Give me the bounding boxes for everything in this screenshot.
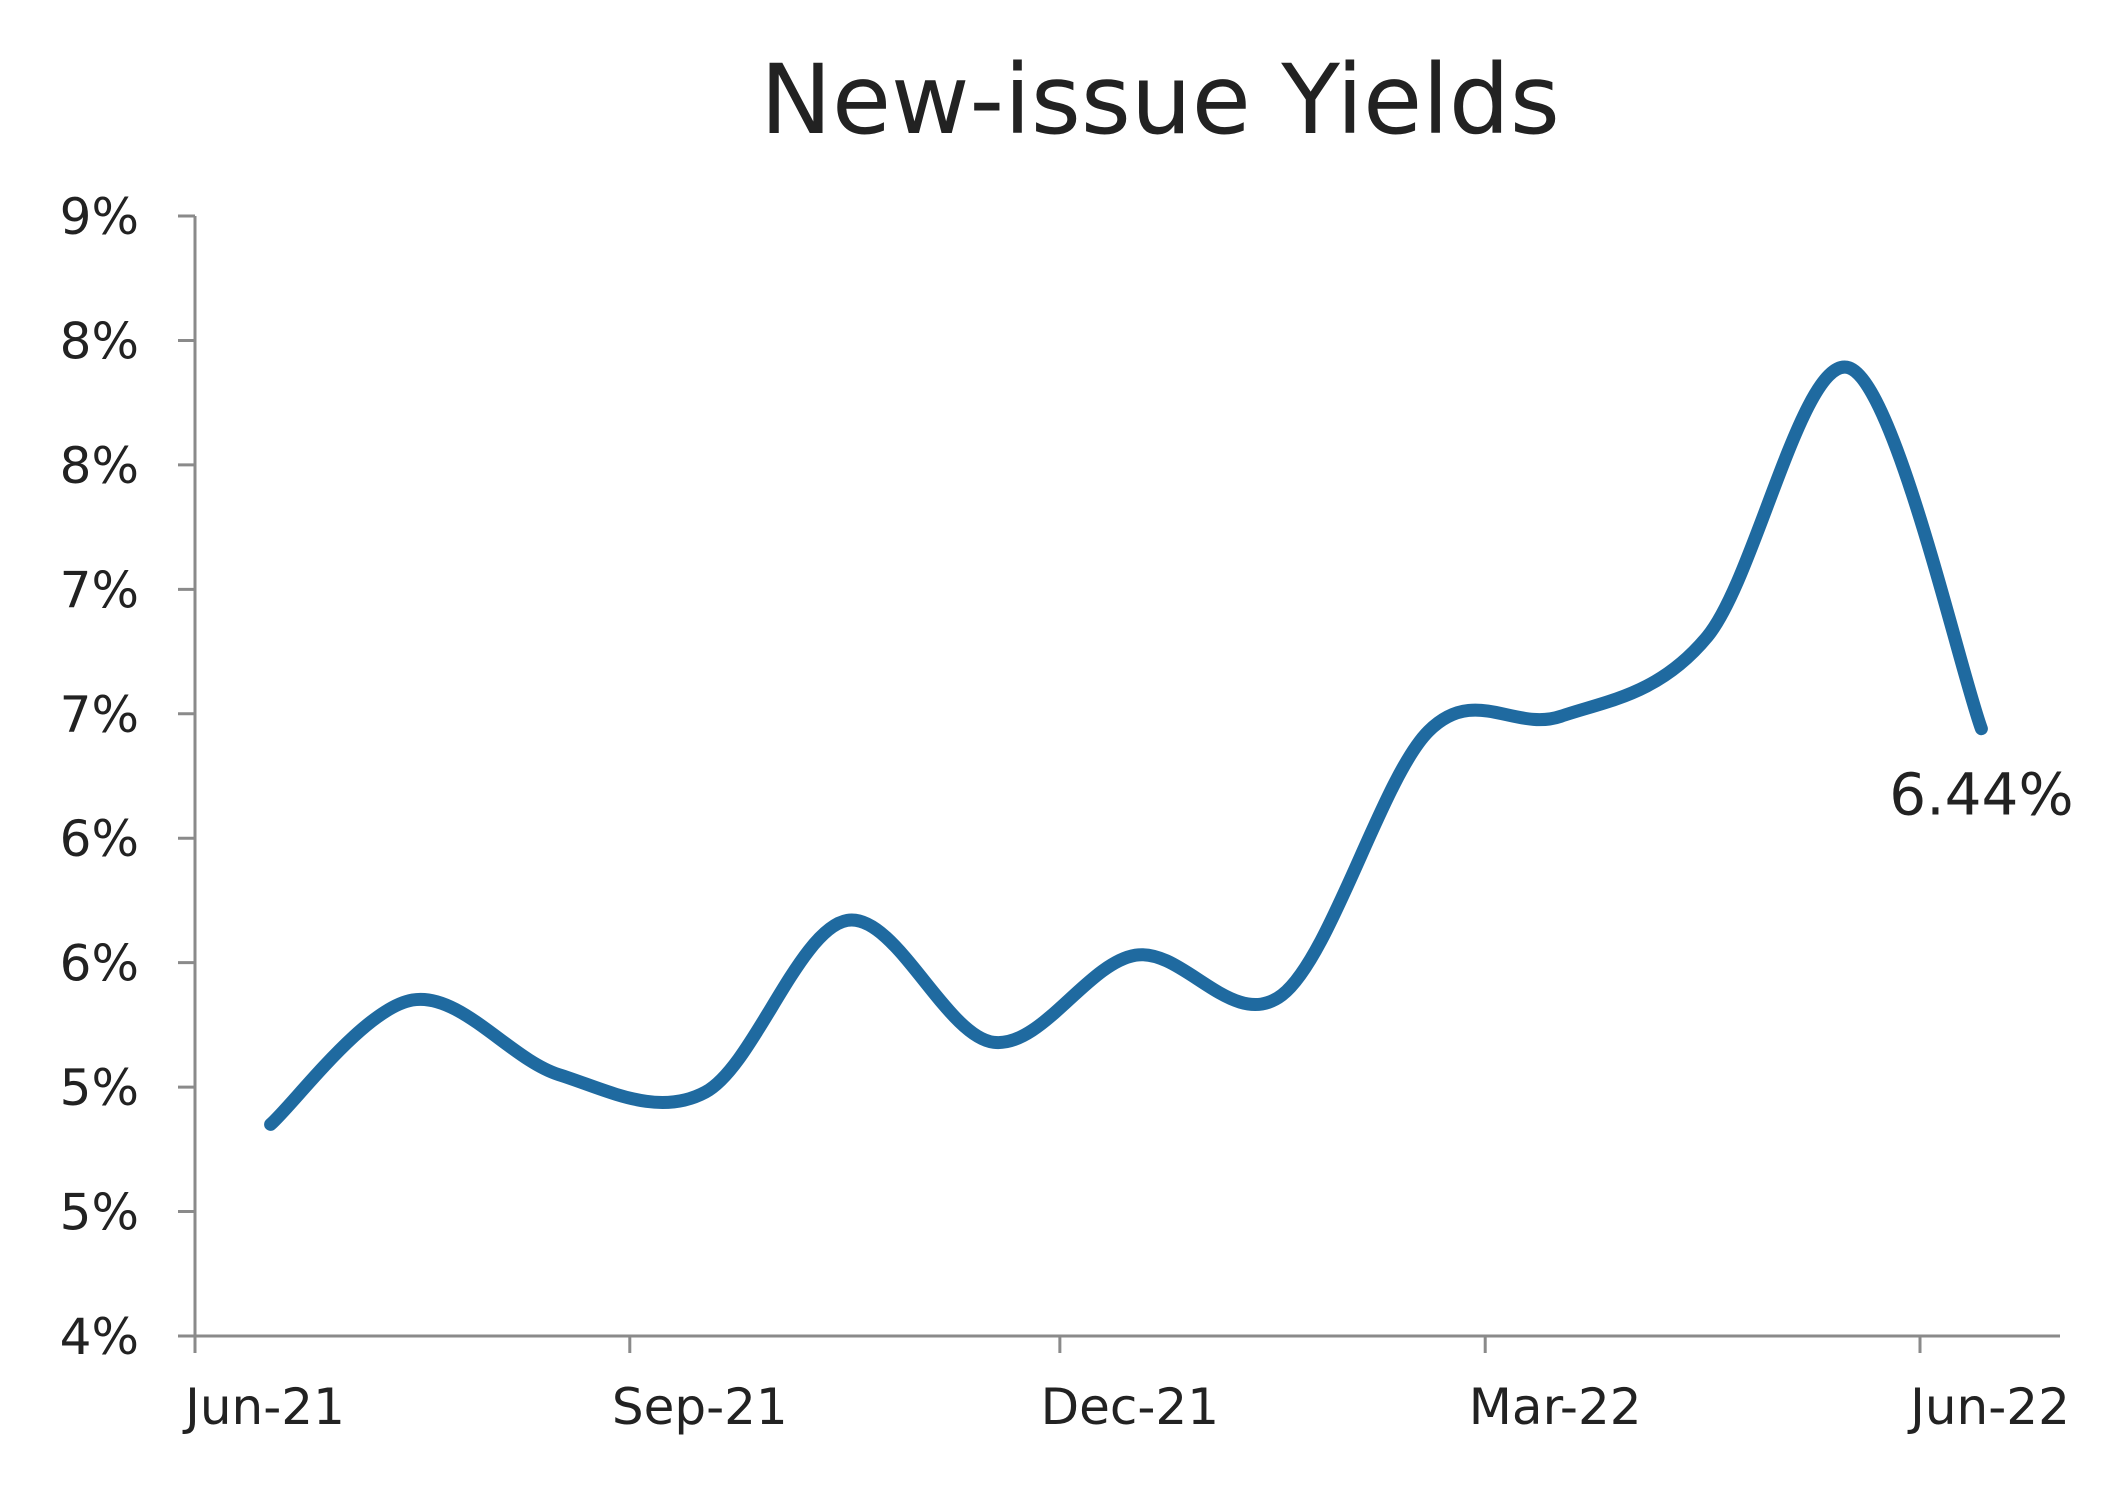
- y-tick-label: 7%: [60, 686, 139, 744]
- y-tick-label: 8%: [60, 437, 139, 495]
- x-tick-label: Jun-22: [1907, 1378, 2070, 1436]
- y-tick-label: 5%: [60, 1059, 139, 1117]
- data-label-last-value: 6.44%: [1889, 761, 2073, 829]
- annotation-layer: 6.44%: [1889, 761, 2073, 829]
- series-layer: [264, 360, 1988, 1131]
- x-tick-label: Jun-21: [182, 1378, 345, 1436]
- x-tick-label: Dec-21: [1041, 1378, 1219, 1436]
- x-axis-ticks: Jun-21 Sep-21 Dec-21 Mar-22 Jun-22: [182, 1336, 2070, 1436]
- y-tick-label: 7%: [60, 561, 139, 619]
- y-axis-ticks: 4% 5% 5% 6% 6% 7% 7% 8% 8% 9%: [60, 188, 195, 1366]
- y-tick-label: 9%: [60, 188, 139, 246]
- y-tick-label: 8%: [60, 312, 139, 370]
- y-tick-label: 4%: [60, 1308, 139, 1366]
- y-tick-label: 6%: [60, 935, 139, 993]
- x-tick-label: Mar-22: [1469, 1378, 1642, 1436]
- y-tick-label: 6%: [60, 810, 139, 868]
- y-tick-label: 5%: [60, 1184, 139, 1242]
- x-tick-label: Sep-21: [612, 1378, 788, 1436]
- chart-title: New-issue Yields: [760, 44, 1560, 156]
- series-line-0: [264, 360, 1988, 1131]
